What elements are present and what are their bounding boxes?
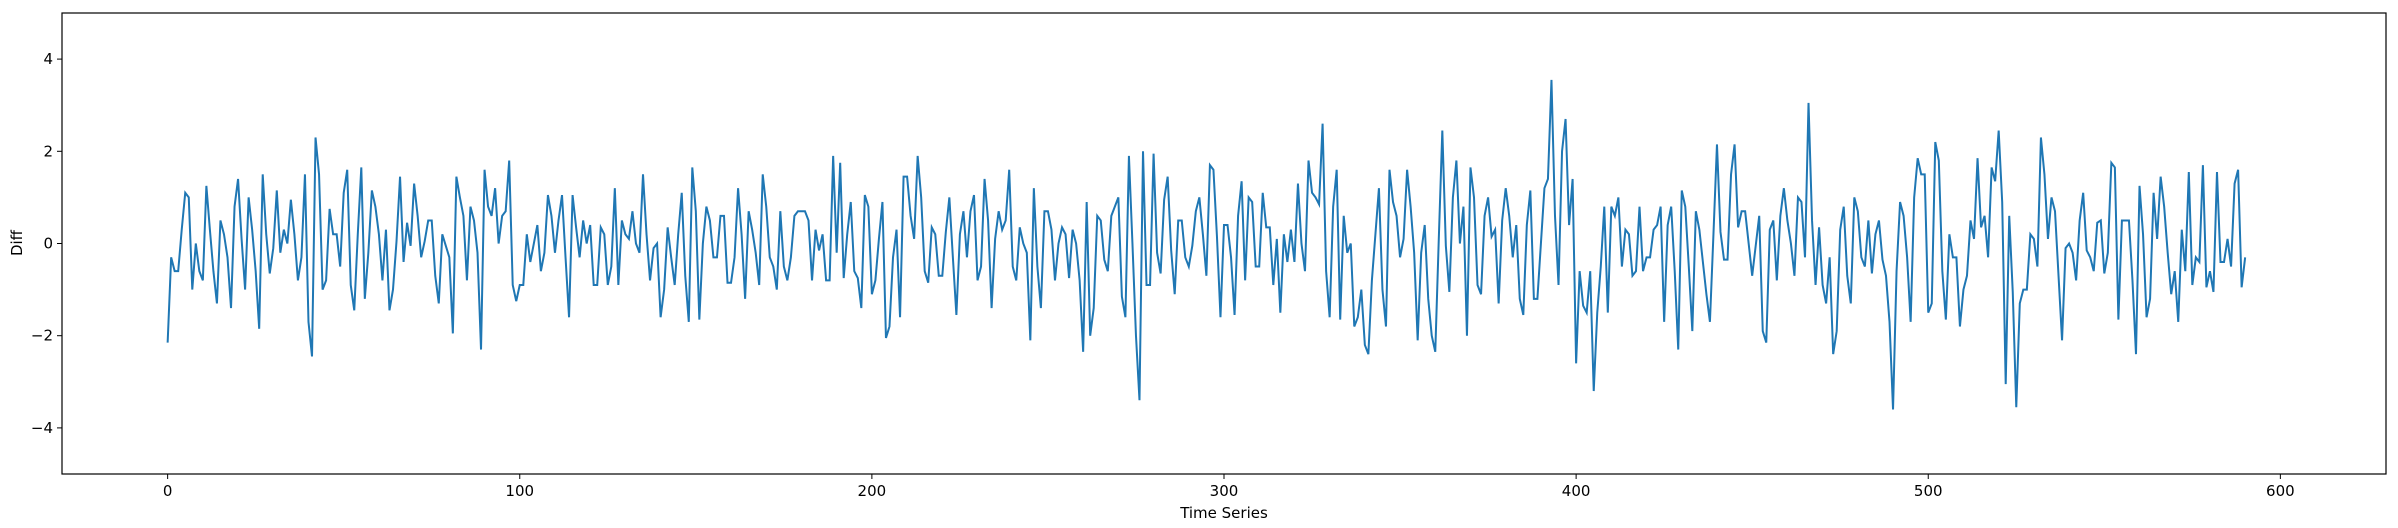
y-tick-label: −4 <box>31 419 53 437</box>
x-tick-label: 200 <box>858 482 887 500</box>
x-tick-label: 600 <box>2266 482 2295 500</box>
y-tick-label: 2 <box>43 142 53 160</box>
series-line <box>166 79 2247 410</box>
y-tick-label: −2 <box>31 327 53 345</box>
x-axis: 0 100 200 300 400 500 600 <box>163 474 2295 500</box>
x-tick-label: 0 <box>163 482 173 500</box>
x-tick-label: 300 <box>1210 482 1239 500</box>
x-axis-title: Time Series <box>1179 504 1268 522</box>
y-axis: −4 −2 0 2 4 <box>31 50 62 437</box>
x-tick-label: 400 <box>1562 482 1591 500</box>
x-tick-label: 500 <box>1914 482 1943 500</box>
y-tick-label: 0 <box>43 235 53 253</box>
plot-area: 0 100 200 300 400 500 600 −4 −2 0 2 4 <box>31 12 2387 500</box>
y-axis-title: Diff <box>8 229 26 256</box>
x-tick-label: 100 <box>505 482 534 500</box>
y-tick-label: 4 <box>43 50 53 68</box>
